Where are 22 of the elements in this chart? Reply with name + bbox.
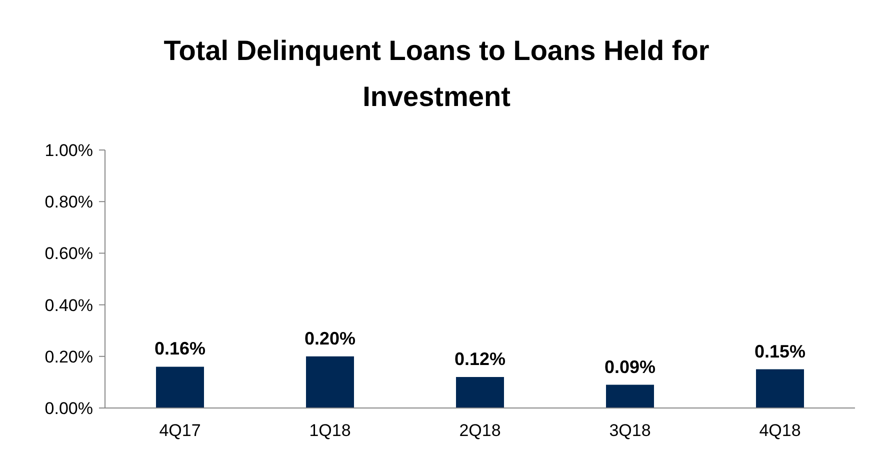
- data-label: 0.12%: [454, 349, 506, 370]
- data-label: 0.15%: [754, 341, 806, 362]
- x-tick-label: 2Q18: [459, 421, 501, 440]
- y-tick-label: 0.40%: [44, 296, 93, 315]
- data-label: 0.16%: [154, 338, 206, 359]
- x-tick-label: 4Q18: [759, 421, 801, 440]
- bar: [456, 377, 504, 408]
- bar: [156, 366, 204, 408]
- data-label: 0.09%: [604, 356, 656, 377]
- x-tick-label: 1Q18: [309, 421, 351, 440]
- data-label: 0.20%: [304, 328, 356, 348]
- y-tick-label: 0.00%: [44, 399, 93, 418]
- y-tick-label: 0.20%: [44, 347, 93, 366]
- y-tick-label: 1.00%: [44, 141, 93, 160]
- chart-title: Total Delinquent Loans to Loans Held for Investment: [162, 34, 710, 114]
- y-tick-label: 0.60%: [44, 244, 93, 264]
- x-tick-label: 3Q18: [609, 421, 651, 440]
- x-tick-label: 4Q17: [159, 421, 201, 440]
- bar: [306, 356, 354, 408]
- bar: [606, 384, 654, 408]
- bar: [756, 369, 804, 408]
- y-tick-label: 0.80%: [44, 192, 93, 212]
